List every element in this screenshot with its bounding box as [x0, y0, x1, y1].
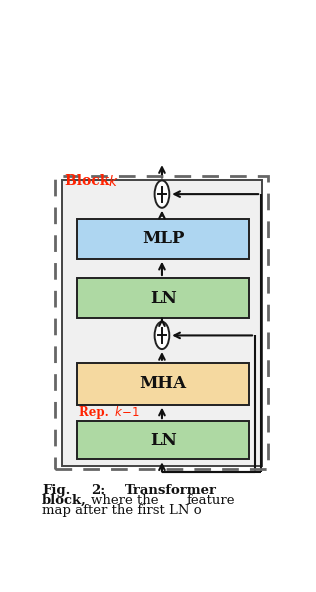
- FancyBboxPatch shape: [77, 363, 249, 405]
- Circle shape: [155, 321, 169, 349]
- FancyBboxPatch shape: [77, 421, 249, 459]
- Text: Block: Block: [65, 175, 114, 188]
- Text: $k$: $k$: [108, 174, 118, 189]
- Text: LN: LN: [150, 289, 177, 307]
- Text: $k\!-\!1$: $k\!-\!1$: [114, 405, 140, 419]
- Text: 2:: 2:: [91, 484, 105, 497]
- Text: where the: where the: [91, 494, 158, 507]
- Text: Fig.: Fig.: [42, 484, 70, 497]
- FancyBboxPatch shape: [62, 181, 262, 466]
- Text: LN: LN: [150, 432, 177, 449]
- Text: Transformer: Transformer: [125, 484, 217, 497]
- Text: Rep.: Rep.: [79, 406, 112, 419]
- FancyBboxPatch shape: [77, 218, 249, 259]
- Circle shape: [155, 181, 169, 208]
- Text: MHA: MHA: [140, 375, 187, 392]
- FancyBboxPatch shape: [77, 278, 249, 318]
- Text: block,: block,: [42, 494, 87, 507]
- Text: map after the first LN o: map after the first LN o: [42, 504, 202, 517]
- Text: feature: feature: [186, 494, 235, 507]
- Text: MLP: MLP: [142, 230, 184, 247]
